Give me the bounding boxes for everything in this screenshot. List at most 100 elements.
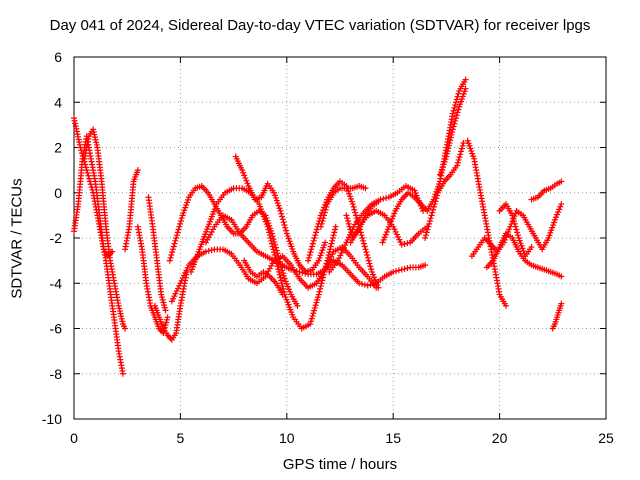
data-point [244,180,251,187]
data-point [293,268,300,275]
data-point [528,244,535,251]
data-point [267,235,274,241]
data-point [241,172,248,179]
data-point [558,201,565,208]
data-point [343,212,350,219]
data-point [314,296,321,303]
data-point [364,251,371,258]
data-point [313,229,320,236]
data-point [275,268,282,275]
data-point [385,223,392,230]
data-point [178,215,185,222]
data-point [368,266,375,273]
data-point [159,296,166,303]
series-track-12 [232,153,329,275]
data-point [510,218,517,225]
data-point [379,239,386,246]
data-point [280,219,287,226]
data-point [310,310,317,317]
data-point [449,126,456,133]
data-point [427,215,434,222]
data-point [307,318,314,325]
data-point [388,218,395,225]
data-point [271,251,278,258]
data-point [164,314,171,321]
data-point [513,226,520,233]
data-point [359,235,366,241]
data-point [174,229,181,236]
data-point [279,213,286,220]
data-point [305,254,312,261]
data-point [327,246,334,253]
chart-title: Day 041 of 2024, Sidereal Day-to-day VTE… [49,17,591,34]
data-point [452,115,459,122]
data-point [329,237,336,244]
data-point [158,291,165,298]
data-point [320,215,327,222]
data-point [205,247,212,254]
data-point [284,283,291,290]
series-track-24 [483,230,565,280]
data-point [390,213,397,220]
data-point [277,207,284,214]
data-point [555,208,562,215]
data-point [283,227,290,234]
data-point [382,231,389,238]
data-point [557,203,564,210]
data-point [390,268,397,275]
data-point [443,153,450,160]
data-point [281,275,288,282]
data-point [372,276,379,283]
data-point [167,254,174,261]
data-point [264,223,271,230]
data-point [433,195,440,202]
data-point [556,206,563,213]
y-tick-label: 0 [54,185,62,201]
data-point [453,96,460,103]
data-point [332,223,339,230]
data-point [162,322,169,329]
data-point [318,220,325,227]
data-point [362,246,369,253]
data-point [208,247,215,254]
data-point [331,229,338,236]
data-point [162,307,169,314]
data-point [315,291,322,298]
data-point [307,249,314,256]
data-point [308,315,315,322]
data-point [285,286,292,293]
data-point [456,154,463,161]
series-track-4 [122,167,141,253]
y-tick-label: -2 [50,230,63,246]
y-tick-label: -4 [50,275,63,291]
data-point [279,291,286,298]
data-point [314,294,321,301]
data-point [458,148,465,155]
data-point [430,206,437,213]
data-point [395,267,402,274]
data-point [276,271,283,278]
data-point [450,107,457,114]
y-tick-label: 6 [54,49,62,65]
series-track-11 [202,212,429,289]
data-point [369,271,376,278]
x-tick-label: 25 [598,430,614,446]
data-point [170,243,177,250]
data-point [312,302,319,309]
data-point [380,195,387,202]
data-point [510,215,517,222]
data-point [168,251,175,258]
data-point [270,246,277,253]
data-point [280,285,287,292]
data-point [354,218,361,225]
data-point [282,278,289,285]
data-point [552,214,559,221]
data-point [134,167,141,174]
data-point [558,273,565,280]
data-point [452,102,459,109]
data-point [352,209,359,216]
data-point [401,265,408,272]
data-point [358,281,365,288]
data-point [514,232,521,239]
data-point [321,209,328,216]
